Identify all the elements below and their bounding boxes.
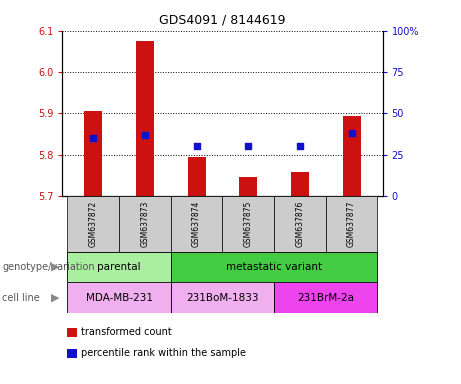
Text: GSM637872: GSM637872 — [89, 200, 98, 247]
Text: GSM637873: GSM637873 — [141, 200, 149, 247]
Text: cell line: cell line — [2, 293, 40, 303]
Text: MDA-MB-231: MDA-MB-231 — [86, 293, 153, 303]
Text: GSM637875: GSM637875 — [244, 200, 253, 247]
Text: parental: parental — [97, 262, 141, 272]
Point — [141, 132, 148, 138]
Text: GSM637877: GSM637877 — [347, 200, 356, 247]
Point — [348, 130, 355, 136]
Text: ▶: ▶ — [51, 262, 59, 272]
Text: GSM637876: GSM637876 — [296, 200, 304, 247]
Bar — [84, 111, 102, 196]
Text: metastatic variant: metastatic variant — [226, 262, 322, 272]
Bar — [171, 282, 274, 313]
Text: 231BrM-2a: 231BrM-2a — [297, 293, 355, 303]
Text: percentile rank within the sample: percentile rank within the sample — [81, 348, 246, 358]
Text: genotype/variation: genotype/variation — [2, 262, 95, 272]
Bar — [291, 172, 309, 196]
Bar — [67, 196, 119, 252]
Bar — [119, 196, 171, 252]
Title: GDS4091 / 8144619: GDS4091 / 8144619 — [159, 14, 286, 27]
Bar — [223, 196, 274, 252]
Point — [193, 143, 200, 149]
Bar — [239, 177, 257, 196]
Bar — [188, 157, 206, 196]
Bar — [343, 116, 361, 196]
Point — [296, 143, 304, 149]
Bar — [326, 196, 378, 252]
Text: ▶: ▶ — [51, 293, 59, 303]
Text: GSM637874: GSM637874 — [192, 200, 201, 247]
Bar — [274, 196, 326, 252]
Text: 231BoM-1833: 231BoM-1833 — [186, 293, 259, 303]
Bar — [67, 252, 171, 282]
Bar — [274, 282, 378, 313]
Bar — [171, 252, 378, 282]
Point — [89, 135, 97, 141]
Bar — [171, 196, 223, 252]
Bar — [136, 41, 154, 196]
Point — [245, 143, 252, 149]
Text: transformed count: transformed count — [81, 327, 171, 337]
Bar — [67, 282, 171, 313]
